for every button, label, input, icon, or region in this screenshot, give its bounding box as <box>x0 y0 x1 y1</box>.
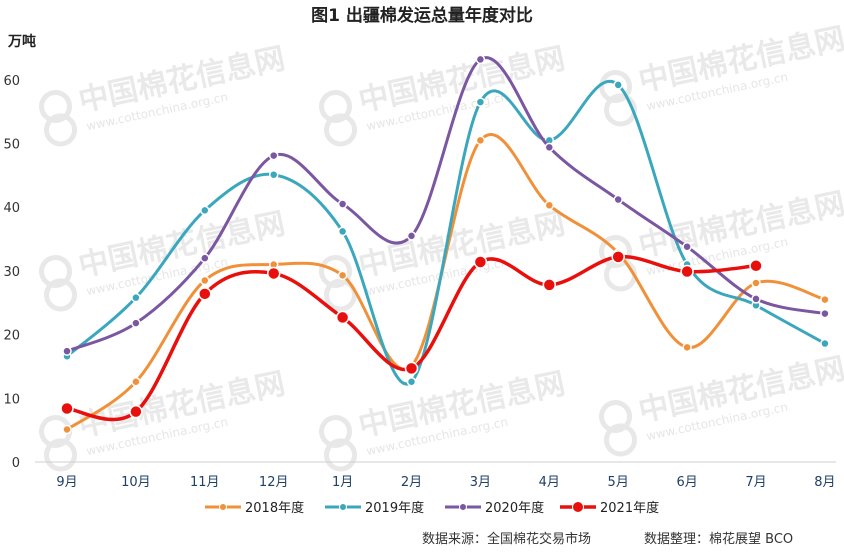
y-axis: 0 10 20 30 40 50 60 <box>3 74 20 471</box>
data-point <box>200 205 210 216</box>
x-tick-label: 5月 <box>608 475 629 490</box>
x-tick-label: 3月 <box>470 475 491 490</box>
x-tick-label: 1月 <box>332 475 353 490</box>
y-tick-label: 0 <box>12 456 20 471</box>
data-point <box>337 199 348 209</box>
watermark-logo-icon <box>599 69 638 127</box>
data-point <box>200 253 210 263</box>
data-point <box>268 150 279 161</box>
y-tick-label: 40 <box>3 201 20 216</box>
data-point <box>820 308 830 319</box>
legend: 2018年度 2019年度 2020年度 2021年度 <box>205 500 659 516</box>
series-2021年度 <box>60 250 763 422</box>
x-tick-label: 4月 <box>539 475 560 490</box>
data-point <box>404 361 419 376</box>
data-point <box>62 424 72 435</box>
y-tick-label: 20 <box>3 329 20 344</box>
data-point <box>266 266 281 281</box>
data-point <box>820 338 830 349</box>
watermark-logo-icon <box>39 254 78 312</box>
data-point <box>542 278 557 292</box>
watermark-logo-icon <box>599 399 638 457</box>
data-point <box>337 270 348 281</box>
data-point <box>682 342 692 353</box>
watermark-logo-icon <box>39 414 78 472</box>
data-point <box>544 142 555 153</box>
y-tick-label: 60 <box>3 74 20 89</box>
data-point <box>335 310 350 325</box>
legend-label: 2018年度 <box>245 500 304 516</box>
data-point <box>131 292 141 303</box>
watermark-logo-icon <box>319 414 358 472</box>
data-point <box>60 401 74 416</box>
y-tick-label: 50 <box>3 138 20 153</box>
data-point <box>544 200 555 211</box>
x-tick-label: 9月 <box>56 475 77 490</box>
data-point <box>129 404 143 419</box>
data-point <box>200 275 210 286</box>
data-point <box>751 278 761 288</box>
chart-title: 图1 出疆棉发运总量年度对比 <box>311 5 533 26</box>
data-point <box>751 294 761 304</box>
data-point <box>131 318 141 328</box>
x-tick-label: 12月 <box>259 475 289 490</box>
legend-label: 2020年度 <box>485 500 544 516</box>
x-tick-label: 11月 <box>190 475 220 490</box>
legend-marker <box>572 501 584 513</box>
x-tick-label: 2月 <box>401 475 422 490</box>
plot-area <box>60 54 830 435</box>
data-point <box>682 241 692 252</box>
legend-marker <box>339 503 347 511</box>
source-left: 数据来源：全国棉花交易市场 <box>422 531 591 547</box>
x-tick-label: 10月 <box>121 475 151 490</box>
data-point <box>268 169 279 180</box>
data-point <box>749 259 763 273</box>
y-tick-label: 10 <box>3 392 20 407</box>
y-axis-unit-label: 万吨 <box>7 33 36 50</box>
data-point <box>475 97 486 107</box>
series-2019年度 <box>62 80 830 387</box>
source-right: 数据整理：棉花展望 BCO <box>644 531 793 547</box>
legend-marker <box>219 503 227 511</box>
data-point <box>406 231 417 241</box>
x-tick-label: 7月 <box>745 475 766 490</box>
watermark-logo-icon <box>39 89 78 147</box>
data-point <box>337 226 348 237</box>
data-point <box>613 80 623 90</box>
data-point <box>131 376 141 387</box>
legend-item: 2018年度 <box>205 500 304 516</box>
legend-marker <box>459 503 467 511</box>
data-point <box>475 54 486 65</box>
x-tick-label: 6月 <box>676 475 697 490</box>
legend-label: 2019年度 <box>365 500 424 516</box>
data-point <box>820 294 830 305</box>
legend-label: 2021年度 <box>600 500 659 516</box>
data-point <box>611 250 625 264</box>
data-point <box>475 135 486 146</box>
y-tick-label: 30 <box>3 265 20 280</box>
data-point <box>406 376 417 387</box>
watermark-logo-icon <box>319 89 358 147</box>
data-point <box>680 264 694 279</box>
series-2020年度 <box>62 54 830 356</box>
legend-item: 2021年度 <box>560 500 659 516</box>
data-point <box>62 346 72 356</box>
data-point <box>198 287 212 301</box>
x-axis: 9月 10月 11月 12月 1月 2月 3月 4月 5月 6月 7月 8月 <box>56 475 835 490</box>
legend-item: 2020年度 <box>445 500 544 516</box>
legend-item: 2019年度 <box>325 500 424 516</box>
data-point <box>473 255 488 269</box>
data-point <box>613 194 623 205</box>
x-tick-label: 8月 <box>814 475 835 490</box>
